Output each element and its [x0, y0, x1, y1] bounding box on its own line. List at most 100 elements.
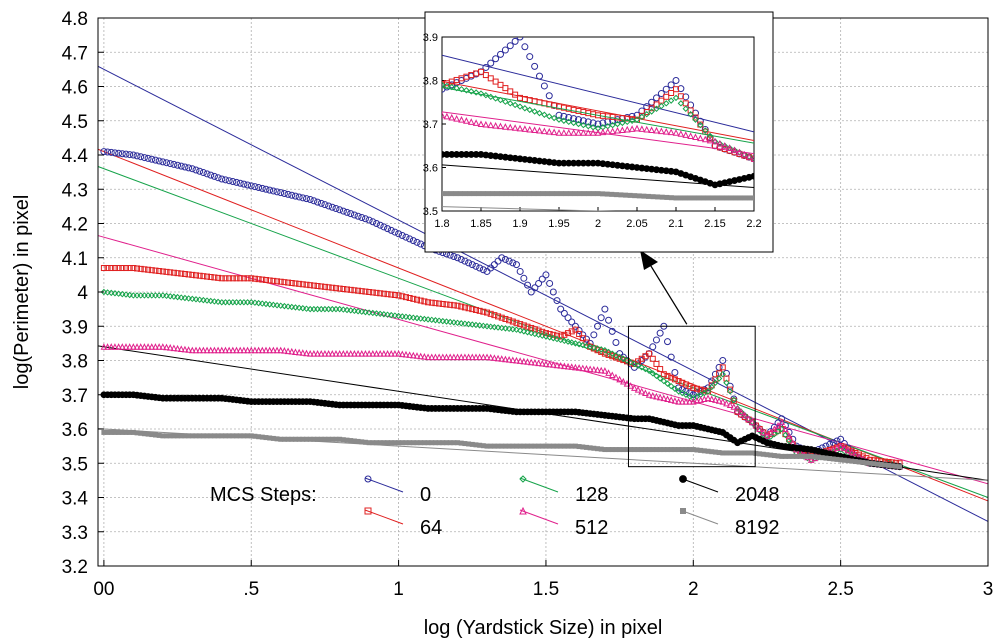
data-point: [186, 433, 192, 439]
data-point: [307, 282, 314, 289]
data-point: [160, 433, 166, 439]
data-point: [100, 265, 107, 272]
data-point: [347, 350, 355, 357]
data-point: [757, 451, 763, 457]
data-point: [211, 433, 217, 439]
data-point: [225, 346, 233, 354]
data-point: [882, 462, 888, 468]
data-point: [244, 346, 251, 354]
inset-data-point: [487, 93, 494, 101]
data-point: [889, 463, 895, 469]
data-point: [542, 330, 549, 337]
data-point: [439, 353, 447, 361]
data-point: [218, 275, 225, 282]
inset-data-point: [682, 131, 690, 138]
data-point: [417, 240, 425, 248]
inset-data-point: [668, 195, 674, 201]
inset-data-point: [584, 129, 592, 136]
data-point: [244, 275, 251, 282]
data-point: [509, 259, 517, 267]
data-point: [317, 350, 325, 357]
data-point: [192, 272, 199, 279]
data-point: [203, 297, 211, 304]
data-point: [199, 169, 207, 177]
data-point: [597, 346, 605, 353]
legend-marker: [519, 506, 527, 515]
data-point: [576, 444, 582, 450]
data-point: [207, 171, 215, 179]
inset-data-point: [716, 139, 724, 147]
inset-data-point: [659, 194, 665, 200]
data-point: [767, 433, 774, 440]
data-point: [284, 190, 292, 198]
inset-data-point: [643, 125, 651, 133]
data-point: [671, 376, 678, 383]
inset-data-point: [575, 129, 582, 136]
data-point: [370, 440, 376, 446]
data-point: [712, 396, 719, 403]
data-point: [373, 310, 380, 317]
data-point: [207, 297, 214, 305]
data-point: [248, 433, 254, 439]
data-point: [119, 429, 125, 435]
inset-data-point: [550, 128, 558, 136]
data-point: [768, 452, 774, 458]
data-point: [550, 335, 557, 342]
data-point: [244, 181, 252, 189]
inset-data-point: [444, 191, 450, 197]
data-point: [568, 339, 575, 346]
data-point: [553, 332, 560, 339]
inset-data-point: [453, 84, 460, 92]
data-point: [822, 442, 830, 450]
data-point: [181, 271, 188, 278]
inset-data-point: [633, 116, 641, 123]
inset-fit-line-8192: [442, 206, 616, 211]
data-point: [605, 348, 612, 356]
data-point: [166, 344, 174, 351]
x-tick-label: .5: [243, 579, 259, 600]
data-point: [328, 203, 336, 211]
data-point: [712, 449, 718, 455]
data-point: [222, 346, 229, 354]
inset-data-point: [599, 119, 607, 127]
inset-data-point: [536, 72, 543, 80]
data-point: [174, 293, 181, 301]
data-point: [782, 453, 788, 459]
data-point: [679, 379, 686, 386]
data-point: [192, 166, 200, 174]
data-point: [524, 329, 531, 336]
data-point: [499, 443, 505, 449]
data-point: [790, 453, 796, 459]
inset-data-point: [668, 90, 675, 97]
data-point: [569, 443, 575, 449]
y-tick-label: 3.2: [62, 557, 88, 578]
inset-fit-line-64: [442, 80, 754, 142]
inset-data-point: [468, 88, 475, 95]
data-point: [435, 353, 443, 361]
data-point: [712, 379, 719, 386]
data-point: [472, 306, 479, 313]
data-point: [763, 432, 771, 439]
data-point: [613, 447, 619, 453]
data-point: [388, 440, 394, 446]
inset-data-point: [614, 120, 621, 128]
y-tick-label: 3.9: [62, 317, 88, 338]
data-point: [222, 275, 229, 282]
data-point: [782, 425, 789, 432]
inset-data-point: [619, 119, 626, 127]
data-point: [358, 214, 366, 222]
legend-marker: [364, 507, 372, 515]
inset-x-tick-label: 2.05: [626, 218, 647, 230]
data-point: [185, 346, 192, 353]
data-point: [491, 354, 498, 361]
data-point: [575, 327, 583, 335]
data-point: [373, 440, 379, 446]
data-point: [229, 275, 236, 282]
data-point: [558, 443, 564, 449]
inset-data-point: [448, 113, 456, 121]
data-point: [164, 433, 170, 439]
inset-y-tick-label: 3.8: [423, 76, 438, 88]
data-point: [258, 346, 266, 354]
data-point: [177, 162, 185, 170]
data-point: [311, 436, 317, 442]
